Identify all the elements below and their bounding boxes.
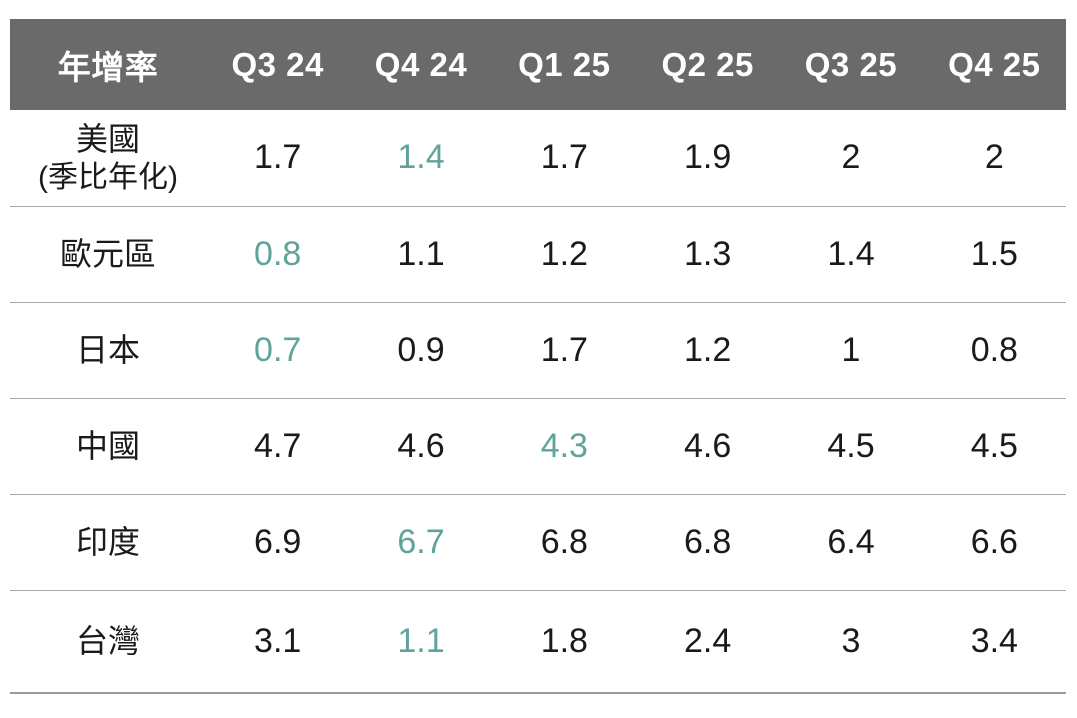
value-cell: 1.2 bbox=[684, 330, 732, 369]
value-cell-highlighted: 1.1 bbox=[397, 621, 445, 660]
value-cell: 4.6 bbox=[684, 426, 732, 465]
value-cell: 1.9 bbox=[684, 138, 732, 177]
table-row: 日本 0.7 0.9 1.7 1.2 1 0.8 bbox=[10, 302, 1066, 398]
value-cell-highlighted: 0.7 bbox=[254, 330, 302, 369]
value-cell-highlighted: 4.3 bbox=[540, 426, 588, 465]
value-cell: 4.7 bbox=[254, 426, 302, 465]
region-label: 日本 bbox=[10, 302, 206, 398]
value-cell: 4.6 bbox=[397, 426, 445, 465]
value-cell: 6.8 bbox=[684, 522, 732, 561]
value-cell: 1.1 bbox=[397, 234, 445, 273]
header-cell-quarter: Q4 24 bbox=[374, 45, 468, 83]
value-cell: 6.6 bbox=[970, 522, 1018, 561]
region-name: 歐元區 bbox=[59, 236, 156, 272]
value-cell-highlighted: 6.7 bbox=[397, 522, 445, 561]
value-cell: 1.4 bbox=[827, 234, 875, 273]
table-row: 美國 (季比年化) 1.7 1.4 1.7 1.9 2 2 bbox=[10, 110, 1066, 206]
value-cell: 1.7 bbox=[254, 138, 302, 177]
region-name: 台灣 bbox=[75, 623, 140, 660]
value-cell: 1.5 bbox=[970, 234, 1018, 273]
header-row: 年增率 Q3 24 Q4 24 Q1 25 Q2 25 Q3 25 Q4 25 bbox=[10, 19, 1066, 110]
value-cell: 1.7 bbox=[540, 330, 588, 369]
value-cell: 3.4 bbox=[970, 621, 1018, 660]
value-cell: 0.9 bbox=[397, 330, 445, 369]
region-label: 歐元區 bbox=[10, 206, 206, 302]
header-cell-quarter: Q3 25 bbox=[804, 45, 898, 83]
value-cell-highlighted: 0.8 bbox=[254, 234, 302, 273]
region-label: 美國 (季比年化) bbox=[10, 110, 206, 206]
header-cell-metric: 年增率 bbox=[57, 48, 159, 86]
header-cell-quarter: Q1 25 bbox=[518, 45, 611, 83]
value-cell: 6.8 bbox=[540, 522, 588, 561]
table-row: 台灣 3.1 1.1 1.8 2.4 3 3.4 bbox=[10, 590, 1066, 693]
header-cell-quarter: Q2 25 bbox=[661, 45, 754, 83]
value-cell: 1.7 bbox=[540, 138, 588, 177]
region-label: 印度 bbox=[10, 494, 206, 590]
value-cell: 4.5 bbox=[827, 426, 875, 465]
value-cell: 1.3 bbox=[684, 234, 732, 273]
region-label: 中國 bbox=[10, 398, 206, 494]
value-cell: 1.2 bbox=[540, 234, 588, 273]
table-row: 中國 4.7 4.6 4.3 4.6 4.5 4.5 bbox=[10, 398, 1066, 494]
region-label: 台灣 bbox=[10, 590, 206, 693]
value-cell: 2 bbox=[841, 138, 861, 177]
value-cell: 4.5 bbox=[970, 426, 1018, 465]
region-name: 美國 bbox=[75, 121, 140, 157]
region-name: 中國 bbox=[75, 428, 140, 464]
table-row: 歐元區 0.8 1.1 1.2 1.3 1.4 1.5 bbox=[10, 206, 1066, 302]
region-name: 印度 bbox=[75, 524, 140, 560]
gdp-growth-table: 年增率 Q3 24 Q4 24 Q1 25 Q2 25 Q3 25 Q4 25 美國 (季比年… bbox=[10, 19, 1066, 694]
value-cell: 3.1 bbox=[254, 621, 302, 660]
value-cell: 2 bbox=[984, 138, 1004, 177]
value-cell: 1.8 bbox=[540, 621, 588, 660]
table-row: 印度 6.9 6.7 6.8 6.8 6.4 6.6 bbox=[10, 494, 1066, 590]
value-cell: 3 bbox=[841, 621, 861, 660]
value-cell: 2.4 bbox=[684, 621, 732, 660]
value-cell: 6.9 bbox=[254, 522, 302, 561]
value-cell: 1 bbox=[841, 330, 861, 369]
header-cell-quarter: Q3 24 bbox=[231, 45, 324, 83]
header-cell-quarter: Q4 25 bbox=[948, 45, 1041, 83]
value-cell: 6.4 bbox=[827, 522, 875, 561]
region-name: 日本 bbox=[75, 332, 140, 368]
table-body: 美國 (季比年化) 1.7 1.4 1.7 1.9 2 2 歐元區 0.8 1.1 1.2 1.3 1.4… bbox=[10, 110, 1066, 693]
region-sublabel: (季比年化) bbox=[38, 161, 178, 194]
value-cell-highlighted: 1.4 bbox=[397, 138, 445, 177]
value-cell: 0.8 bbox=[970, 330, 1018, 369]
